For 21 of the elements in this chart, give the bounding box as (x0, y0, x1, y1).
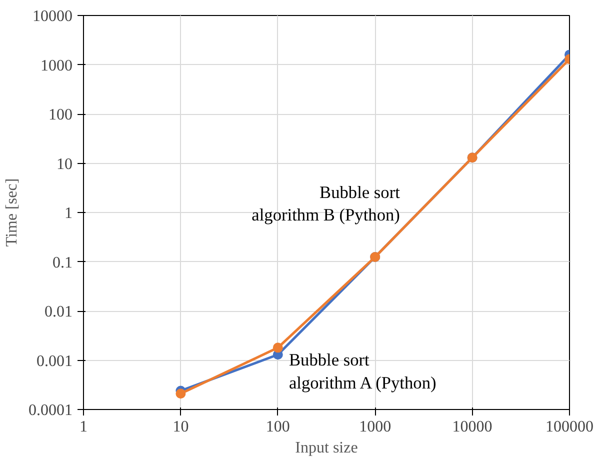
y-tick-label: 0.01 (44, 304, 72, 320)
x-tick-label: 100 (266, 418, 290, 436)
y-tick-label: 0.0001 (28, 402, 72, 419)
x-tick-label: 10000 (452, 418, 492, 436)
x-tick-label: 1 (80, 418, 88, 436)
x-tick-label: 100000 (546, 418, 594, 436)
y-tick-label: 10000 (32, 8, 72, 25)
x-tick-label: 1000 (359, 418, 392, 436)
x-tick-label: 10 (172, 418, 189, 436)
y-tick-label: 0.001 (36, 352, 72, 370)
y-tick-label: 100 (48, 106, 72, 124)
series-label: Bubble sort algorithm B (Python) (252, 182, 400, 225)
point (272, 342, 283, 353)
y-axis-title: Time [sec] (4, 178, 20, 247)
x-axis-title: Input size (295, 440, 358, 456)
point (176, 388, 186, 399)
series-label: Bubble sort algorithm A (Python) (288, 350, 436, 392)
y-tick-label: 1000 (40, 57, 72, 74)
y-tick-label: 0.1 (52, 254, 72, 272)
y-tick-label: 10 (56, 156, 72, 173)
y-tick-label: 1 (64, 205, 72, 222)
